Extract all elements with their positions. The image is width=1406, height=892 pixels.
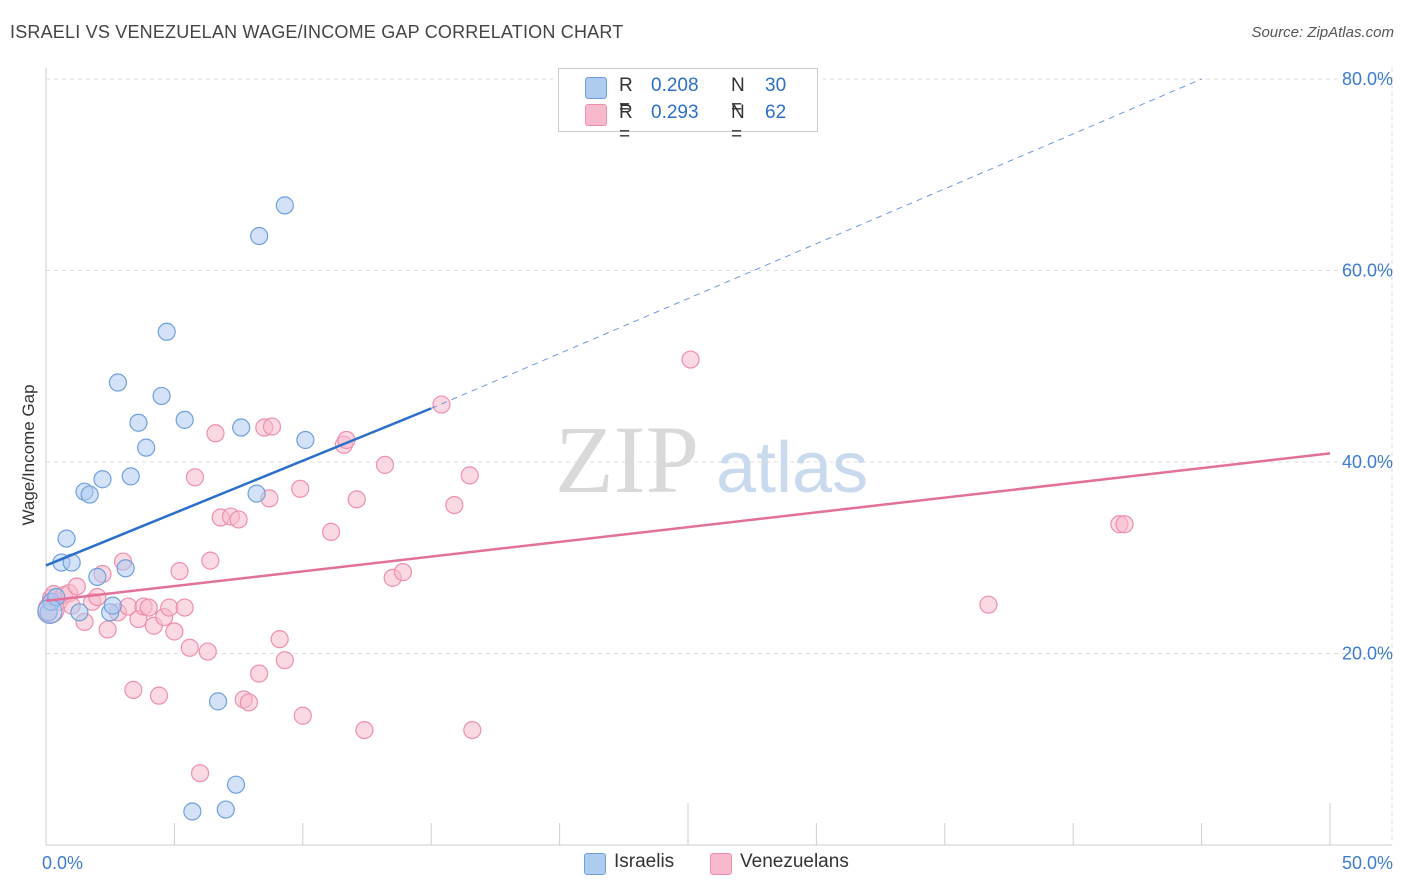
- stats-legend: R = 0.208 N = 30 R = 0.293 N = 62: [558, 68, 818, 145]
- israelis-trend-line: [45, 407, 432, 567]
- israelis-point: [70, 603, 89, 622]
- venezuelans-point: [432, 395, 451, 414]
- n-value: 62: [765, 102, 787, 123]
- israelis-point: [93, 470, 112, 489]
- israelis-trend-extension: [431, 78, 1202, 409]
- venezuelans-point: [262, 417, 282, 436]
- venezuelans-point: [293, 706, 312, 725]
- israelis-point: [129, 413, 148, 432]
- israelis-point: [116, 559, 135, 578]
- venezuelans-point: [229, 510, 248, 529]
- israelis-point: [121, 467, 140, 486]
- x-tick-label: 50.0%: [1342, 853, 1393, 873]
- israelis-point: [216, 800, 235, 819]
- r-value: 0.293: [651, 102, 699, 123]
- venezuelans-point: [198, 642, 217, 661]
- venezuelans-point: [98, 620, 117, 639]
- venezuelans-point: [463, 720, 482, 740]
- israelis-legend-label: Israelis: [614, 851, 675, 872]
- venezuelans-point: [149, 686, 169, 705]
- israelis-point: [80, 485, 99, 504]
- y-axis-label: Wage/Income Gap: [19, 384, 38, 525]
- venezuelans-legend-swatch: [710, 853, 732, 875]
- n-label: N =: [731, 75, 745, 118]
- venezuelans-point: [88, 587, 107, 607]
- israelis-point: [152, 386, 171, 406]
- watermark-atlas: atlas: [716, 428, 868, 508]
- source-label: Source: ZipAtlas.com: [1251, 24, 1394, 41]
- tick-labels: 20.0% 40.0% 60.0% 80.0% 0.0% 50.0%: [42, 69, 1393, 873]
- venezuelans-point: [445, 495, 464, 515]
- venezuelans-point: [375, 455, 395, 474]
- venezuelans-point: [201, 551, 220, 570]
- y-tick-label: 80.0%: [1342, 69, 1393, 89]
- venezuelans-point: [681, 350, 700, 369]
- israelis-points: [37, 196, 315, 821]
- venezuelans-point: [460, 466, 479, 485]
- venezuelans-point: [321, 522, 341, 541]
- venezuelans-point: [160, 598, 179, 617]
- israelis-point: [88, 567, 107, 587]
- israelis-point: [232, 418, 251, 437]
- venezuelans-point: [355, 720, 374, 740]
- venezuelans-point: [393, 563, 413, 582]
- venezuelans-point: [291, 479, 310, 498]
- israelis-point: [275, 196, 294, 215]
- y-tick-label: 40.0%: [1342, 452, 1393, 472]
- venezuelans-point: [190, 764, 210, 783]
- venezuelans-point: [175, 598, 194, 617]
- venezuelans-point: [139, 598, 158, 617]
- israelis-swatch: [585, 77, 607, 99]
- venezuelans-legend-label: Venezuelans: [740, 851, 849, 872]
- israelis-point: [247, 484, 266, 503]
- watermark-zip: ZIP: [555, 406, 699, 513]
- venezuelans-trend-line: [45, 452, 1331, 603]
- israelis-point: [175, 410, 194, 429]
- y-tick-label: 60.0%: [1342, 261, 1393, 281]
- israelis-point: [250, 226, 269, 246]
- venezuelans-point: [180, 638, 199, 657]
- x-tick-label: 0.0%: [42, 853, 83, 873]
- israelis-point: [103, 596, 122, 615]
- r-label: R =: [619, 102, 633, 145]
- gridlines: [46, 68, 1393, 845]
- venezuelans-point: [239, 693, 258, 712]
- r-label: R =: [619, 75, 633, 118]
- venezuelans-point: [1115, 515, 1134, 534]
- n-label: N =: [731, 102, 745, 145]
- israelis-point: [183, 802, 202, 821]
- venezuelans-swatch: [585, 104, 607, 126]
- israelis-point-cluster: [37, 598, 63, 624]
- venezuelans-point: [270, 630, 289, 649]
- venezuelans-point: [275, 651, 294, 670]
- israelis-point: [157, 322, 176, 341]
- chart-title: ISRAELI VS VENEZUELAN WAGE/INCOME GAP CO…: [10, 22, 624, 42]
- venezuelans-point: [979, 595, 998, 614]
- israelis-point: [108, 373, 128, 392]
- israelis-point: [137, 438, 156, 457]
- r-value: 0.208: [651, 75, 699, 96]
- israelis-point: [57, 529, 76, 548]
- israelis-point: [226, 775, 246, 794]
- trend-lines: [45, 78, 1331, 603]
- venezuelans-point: [347, 490, 366, 509]
- venezuelans-point: [185, 468, 205, 487]
- axes: [45, 68, 1392, 846]
- venezuelans-point: [67, 577, 86, 596]
- venezuelans-point: [165, 622, 184, 641]
- venezuelans-point: [170, 562, 189, 581]
- y-tick-label: 20.0%: [1342, 644, 1393, 664]
- venezuelans-point: [124, 680, 143, 699]
- venezuelans-point: [206, 424, 225, 443]
- venezuelans-point: [250, 664, 269, 683]
- israelis-point: [208, 692, 228, 711]
- n-value: 30: [765, 75, 787, 96]
- israelis-legend-swatch: [584, 853, 606, 875]
- israelis-point: [296, 430, 315, 450]
